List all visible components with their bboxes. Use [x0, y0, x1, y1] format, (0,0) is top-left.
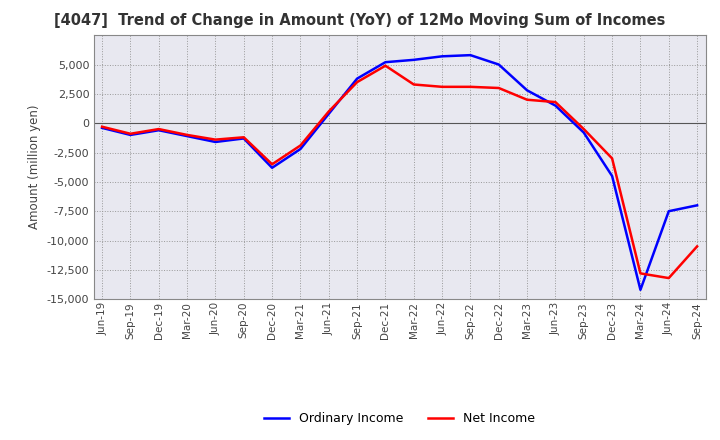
Ordinary Income [438, 54, 446, 59]
Ordinary Income [155, 128, 163, 133]
Net Income [268, 161, 276, 167]
Ordinary Income [495, 62, 503, 67]
Ordinary Income [580, 130, 588, 135]
Net Income [523, 97, 531, 103]
Legend: Ordinary Income, Net Income: Ordinary Income, Net Income [259, 407, 540, 430]
Net Income [636, 271, 644, 276]
Net Income [183, 132, 192, 138]
Ordinary Income [608, 173, 616, 179]
Ordinary Income [693, 203, 701, 208]
Net Income [665, 275, 673, 281]
Net Income [325, 109, 333, 114]
Net Income [466, 84, 474, 89]
Line: Ordinary Income: Ordinary Income [102, 55, 697, 290]
Ordinary Income [296, 147, 305, 152]
Ordinary Income [240, 136, 248, 141]
Ordinary Income [98, 125, 107, 131]
Ordinary Income [183, 133, 192, 139]
Ordinary Income [353, 76, 361, 81]
Ordinary Income [523, 88, 531, 93]
Net Income [353, 80, 361, 85]
Net Income [240, 135, 248, 140]
Y-axis label: Amount (million yen): Amount (million yen) [28, 105, 41, 229]
Ordinary Income [268, 165, 276, 170]
Line: Net Income: Net Income [102, 66, 697, 278]
Net Income [551, 99, 559, 105]
Ordinary Income [325, 111, 333, 117]
Net Income [410, 82, 418, 87]
Text: [4047]  Trend of Change in Amount (YoY) of 12Mo Moving Sum of Incomes: [4047] Trend of Change in Amount (YoY) o… [54, 13, 666, 28]
Net Income [98, 124, 107, 129]
Net Income [211, 137, 220, 142]
Ordinary Income [551, 103, 559, 108]
Net Income [438, 84, 446, 89]
Ordinary Income [381, 59, 390, 65]
Net Income [296, 143, 305, 148]
Ordinary Income [665, 209, 673, 214]
Ordinary Income [410, 57, 418, 62]
Net Income [693, 244, 701, 249]
Net Income [608, 156, 616, 161]
Ordinary Income [466, 52, 474, 58]
Net Income [126, 131, 135, 136]
Net Income [580, 126, 588, 132]
Net Income [381, 63, 390, 68]
Ordinary Income [636, 287, 644, 293]
Net Income [155, 126, 163, 132]
Ordinary Income [211, 139, 220, 145]
Ordinary Income [126, 132, 135, 138]
Net Income [495, 85, 503, 91]
